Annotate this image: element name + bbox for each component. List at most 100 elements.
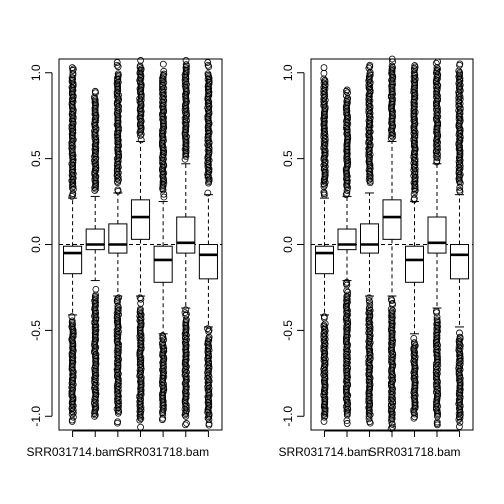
- box-body: [360, 223, 379, 254]
- outlier-point: [456, 423, 463, 430]
- y-tick-label: 0.0: [29, 236, 43, 253]
- outlier-point: [388, 132, 396, 139]
- outlier-point: [204, 189, 212, 197]
- outlier-point: [113, 61, 121, 69]
- outlier-point: [137, 136, 145, 144]
- outliers-low: [68, 313, 77, 425]
- outliers-high: [432, 58, 442, 166]
- outlier-point: [182, 421, 189, 429]
- outliers-low: [387, 295, 397, 432]
- outlier-point: [434, 154, 441, 162]
- outlier-point: [92, 185, 100, 193]
- outlier-point: [456, 183, 464, 191]
- y-tick-label: 0.0: [281, 236, 295, 253]
- outliers-high: [320, 64, 329, 199]
- x-tick-label: SRR031714.bam: [27, 445, 119, 459]
- box-5: [153, 60, 173, 424]
- outlier-point: [91, 412, 98, 420]
- outlier-point: [434, 58, 442, 66]
- outlier-point: [366, 419, 374, 427]
- outlier-point: [388, 297, 396, 304]
- outlier-point: [366, 179, 374, 187]
- outlier-point: [68, 418, 76, 425]
- outlier-point: [343, 187, 351, 194]
- outliers-low: [320, 313, 329, 425]
- outliers-high: [410, 62, 419, 204]
- y-tick-label: -1.0: [29, 406, 43, 427]
- box-body: [405, 245, 424, 283]
- outliers-low: [113, 294, 123, 427]
- outlier-point: [320, 410, 328, 418]
- outlier-point: [321, 178, 329, 186]
- outlier-point: [137, 423, 144, 431]
- outlier-point: [69, 183, 77, 190]
- box-body: [337, 228, 357, 251]
- outlier-point: [455, 416, 463, 423]
- outlier-point: [343, 417, 351, 425]
- y-tick-label: 0.5: [281, 150, 295, 167]
- boxplot-panel-1: -1.0 -0.5 0.0 0.5 1.0 SRR031714.bamSRR031718.…: [27, 57, 223, 459]
- outliers-low: [204, 325, 213, 429]
- outlier-point: [205, 63, 213, 71]
- box-5: [405, 62, 424, 422]
- outlier-point: [410, 196, 418, 204]
- box-3: [108, 59, 128, 427]
- box-body: [176, 216, 196, 254]
- outlier-point: [388, 55, 396, 63]
- outliers-low: [365, 294, 374, 427]
- outliers-low: [342, 278, 352, 427]
- outlier-point: [411, 410, 418, 418]
- outlier-point: [321, 409, 329, 417]
- outlier-point: [91, 411, 99, 419]
- outliers-low: [410, 334, 419, 422]
- outlier-point: [137, 415, 145, 423]
- outlier-point: [389, 130, 397, 138]
- outlier-point: [114, 175, 121, 182]
- outlier-point: [389, 423, 396, 431]
- y-tick-label: -0.5: [281, 320, 295, 341]
- outliers-low: [158, 332, 168, 424]
- x-tick-label: SRR031714.bam: [278, 445, 370, 459]
- outlier-point: [343, 182, 351, 190]
- outlier-point: [433, 309, 440, 317]
- outlier-point: [137, 57, 145, 64]
- outlier-point: [411, 413, 419, 421]
- outlier-point: [69, 406, 77, 414]
- outlier-point: [114, 419, 121, 427]
- outlier-point: [69, 409, 77, 417]
- outlier-point: [389, 133, 397, 141]
- outlier-point: [159, 60, 167, 68]
- outlier-point: [182, 412, 190, 420]
- box-7: [450, 60, 469, 430]
- box-body: [153, 245, 173, 283]
- outlier-point: [342, 87, 350, 95]
- outliers-high: [68, 64, 77, 200]
- box-4: [382, 55, 402, 432]
- box-1: [63, 64, 83, 425]
- box-body: [427, 216, 447, 254]
- outliers-high: [204, 59, 213, 197]
- outlier-point: [365, 176, 373, 184]
- outlier-point: [136, 129, 144, 137]
- outlier-point: [137, 300, 145, 307]
- y-tick-label: -0.5: [29, 320, 43, 341]
- box-2: [85, 87, 105, 420]
- outlier-point: [69, 413, 77, 421]
- outliers-high: [136, 57, 145, 144]
- outliers-high: [158, 60, 168, 201]
- outlier-point: [387, 425, 395, 432]
- outlier-point: [68, 193, 76, 200]
- outlier-point: [456, 418, 464, 426]
- box-body: [85, 228, 105, 251]
- outlier-point: [204, 325, 212, 333]
- box-body: [315, 245, 334, 275]
- x-tick-label: SRR031718.bam: [368, 445, 460, 459]
- outliers-high: [387, 55, 397, 142]
- outlier-point: [181, 411, 189, 419]
- box-body: [130, 199, 151, 240]
- outlier-point: [69, 67, 77, 74]
- outlier-point: [388, 416, 395, 424]
- outlier-point: [410, 414, 418, 422]
- outliers-low: [91, 285, 100, 420]
